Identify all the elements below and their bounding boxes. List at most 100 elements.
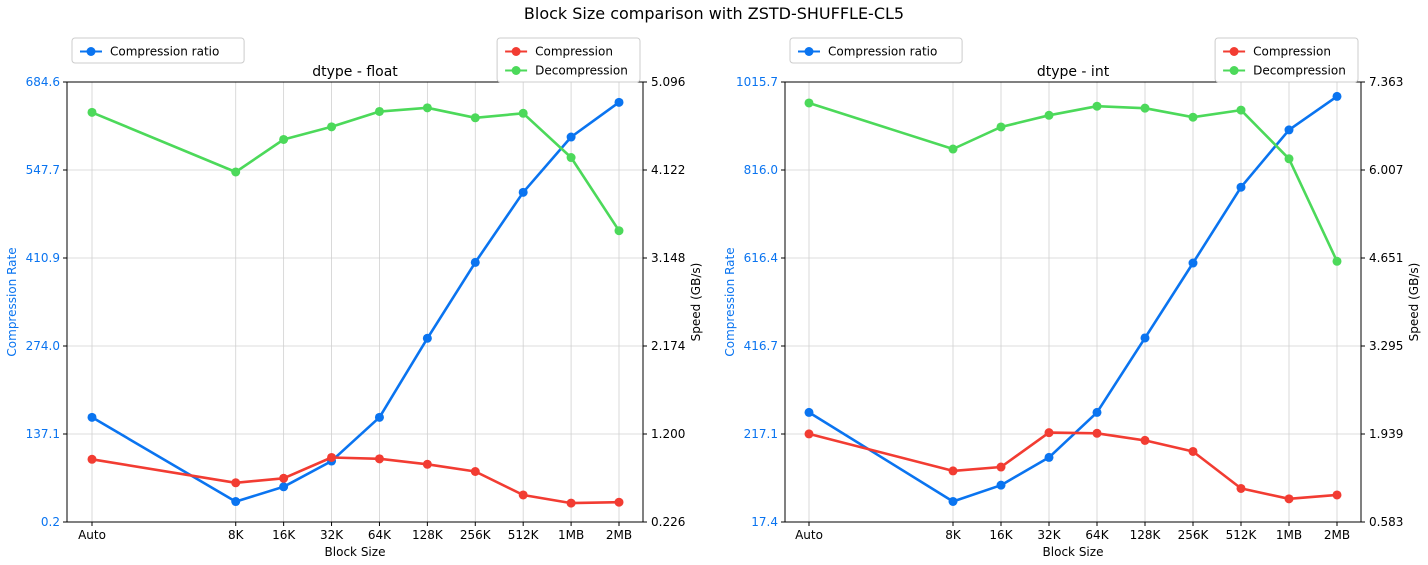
data-point bbox=[374, 106, 384, 116]
data-point bbox=[279, 134, 289, 144]
data-point bbox=[422, 333, 432, 343]
legend-swatch-marker bbox=[804, 47, 814, 56]
left-tick-label: 17.4 bbox=[751, 515, 778, 529]
series-line bbox=[91, 101, 620, 503]
left-axis-label: Compression Rate bbox=[723, 247, 737, 356]
data-point bbox=[614, 97, 624, 107]
data-point bbox=[804, 407, 814, 417]
data-point bbox=[1140, 435, 1150, 445]
data-point bbox=[422, 103, 432, 113]
right-tick-label: 4.122 bbox=[651, 163, 685, 177]
right-tick-label: 7.363 bbox=[1369, 75, 1403, 89]
legend: Compression Decompression bbox=[496, 37, 641, 83]
data-point bbox=[948, 144, 958, 154]
data-point bbox=[374, 412, 384, 422]
data-point bbox=[279, 473, 289, 483]
series-decompression bbox=[87, 103, 624, 236]
chart-float: Auto 8K 16K 32K 64K 128K 256K 512K 1MB 2MB 0.2 137.… bbox=[5, 37, 703, 559]
chart-title: dtype - float bbox=[312, 64, 398, 80]
series-line bbox=[808, 431, 1338, 501]
left-tick-label: 616.4 bbox=[744, 251, 778, 265]
grid bbox=[67, 81, 643, 523]
data-point bbox=[470, 113, 480, 123]
data-point bbox=[470, 257, 480, 267]
x-axis-label: Block Size bbox=[1043, 545, 1104, 559]
data-point bbox=[87, 107, 97, 117]
left-tick-label: 547.7 bbox=[26, 163, 60, 177]
legend-label: Compression bbox=[1253, 45, 1331, 59]
legend: Compression Decompression bbox=[1214, 37, 1359, 83]
x-axis-label: Block Size bbox=[325, 545, 386, 559]
legend-box bbox=[789, 37, 963, 64]
x-tick-label: 512K bbox=[1226, 528, 1258, 542]
data-point bbox=[948, 466, 958, 476]
legend-box bbox=[71, 37, 245, 64]
right-tick-label: 3.295 bbox=[1369, 339, 1403, 353]
left-tick-label: 0.2 bbox=[41, 515, 60, 529]
data-point bbox=[1044, 452, 1054, 462]
legend-swatch-marker bbox=[1229, 47, 1239, 56]
data-point bbox=[518, 490, 528, 500]
data-point bbox=[231, 478, 241, 488]
data-point bbox=[87, 412, 97, 422]
data-point bbox=[1236, 182, 1246, 192]
data-point bbox=[804, 429, 814, 439]
x-tick-label: 256K bbox=[460, 528, 492, 542]
data-point bbox=[804, 98, 814, 108]
right-tick-label: 2.174 bbox=[651, 339, 685, 353]
x-tick-label: 64K bbox=[368, 528, 392, 542]
data-point bbox=[1188, 112, 1198, 122]
data-point bbox=[470, 466, 480, 476]
series-compression bbox=[804, 428, 1342, 504]
right-tick-label: 1.200 bbox=[651, 427, 685, 441]
data-point bbox=[566, 498, 576, 508]
data-point bbox=[518, 187, 528, 197]
left-tick-label: 217.1 bbox=[744, 427, 778, 441]
series-line bbox=[808, 101, 1339, 262]
left-tick-label: 1015.7 bbox=[736, 75, 778, 89]
data-point bbox=[1332, 490, 1342, 500]
x-tick-label: 256K bbox=[1178, 528, 1210, 542]
x-tick-label: 2MB bbox=[1324, 528, 1350, 542]
legend: Compression ratio bbox=[71, 37, 245, 64]
right-tick-label: 3.148 bbox=[651, 251, 685, 265]
x-tick-label: 1MB bbox=[558, 528, 584, 542]
data-point bbox=[1284, 125, 1294, 135]
right-tick-label: 0.583 bbox=[1369, 515, 1403, 529]
series-compression-ratio bbox=[87, 97, 624, 507]
left-axis-label: Compression Rate bbox=[5, 247, 19, 356]
left-tick-label: 816.0 bbox=[744, 163, 778, 177]
x-tick-label: 16K bbox=[272, 528, 296, 542]
legend: Compression ratio bbox=[789, 37, 963, 64]
x-tick-label: 128K bbox=[1130, 528, 1162, 542]
chart-title: dtype - int bbox=[1037, 64, 1110, 80]
data-point bbox=[1044, 428, 1054, 438]
x-tick-label: 8K bbox=[228, 528, 245, 542]
right-axis-label: Speed (GB/s) bbox=[1407, 263, 1421, 342]
x-tick-label: 512K bbox=[508, 528, 540, 542]
legend-label: Decompression bbox=[535, 64, 628, 78]
x-tick-label: 2MB bbox=[606, 528, 632, 542]
right-tick-label: 6.007 bbox=[1369, 163, 1403, 177]
data-point bbox=[374, 454, 384, 464]
data-point bbox=[614, 497, 624, 507]
data-point bbox=[1284, 154, 1294, 164]
data-point bbox=[566, 153, 576, 163]
data-point bbox=[948, 496, 958, 506]
data-point bbox=[1092, 428, 1102, 438]
data-point bbox=[231, 497, 241, 507]
data-point bbox=[566, 132, 576, 142]
right-tick-label: 4.651 bbox=[1369, 251, 1403, 265]
series-compression-ratio bbox=[804, 91, 1342, 506]
data-point bbox=[1140, 333, 1150, 343]
data-point bbox=[1332, 256, 1342, 266]
legend-label: Compression ratio bbox=[110, 45, 219, 59]
series-compression bbox=[87, 452, 624, 508]
data-point bbox=[1140, 103, 1150, 113]
data-point bbox=[422, 459, 432, 469]
x-tick-label: 16K bbox=[989, 528, 1013, 542]
x-tick-label: 8K bbox=[945, 528, 962, 542]
left-tick-label: 416.7 bbox=[744, 339, 778, 353]
chart-int: Auto 8K 16K 32K 64K 128K 256K 512K 1MB 2MB 17.4 217… bbox=[723, 37, 1421, 559]
